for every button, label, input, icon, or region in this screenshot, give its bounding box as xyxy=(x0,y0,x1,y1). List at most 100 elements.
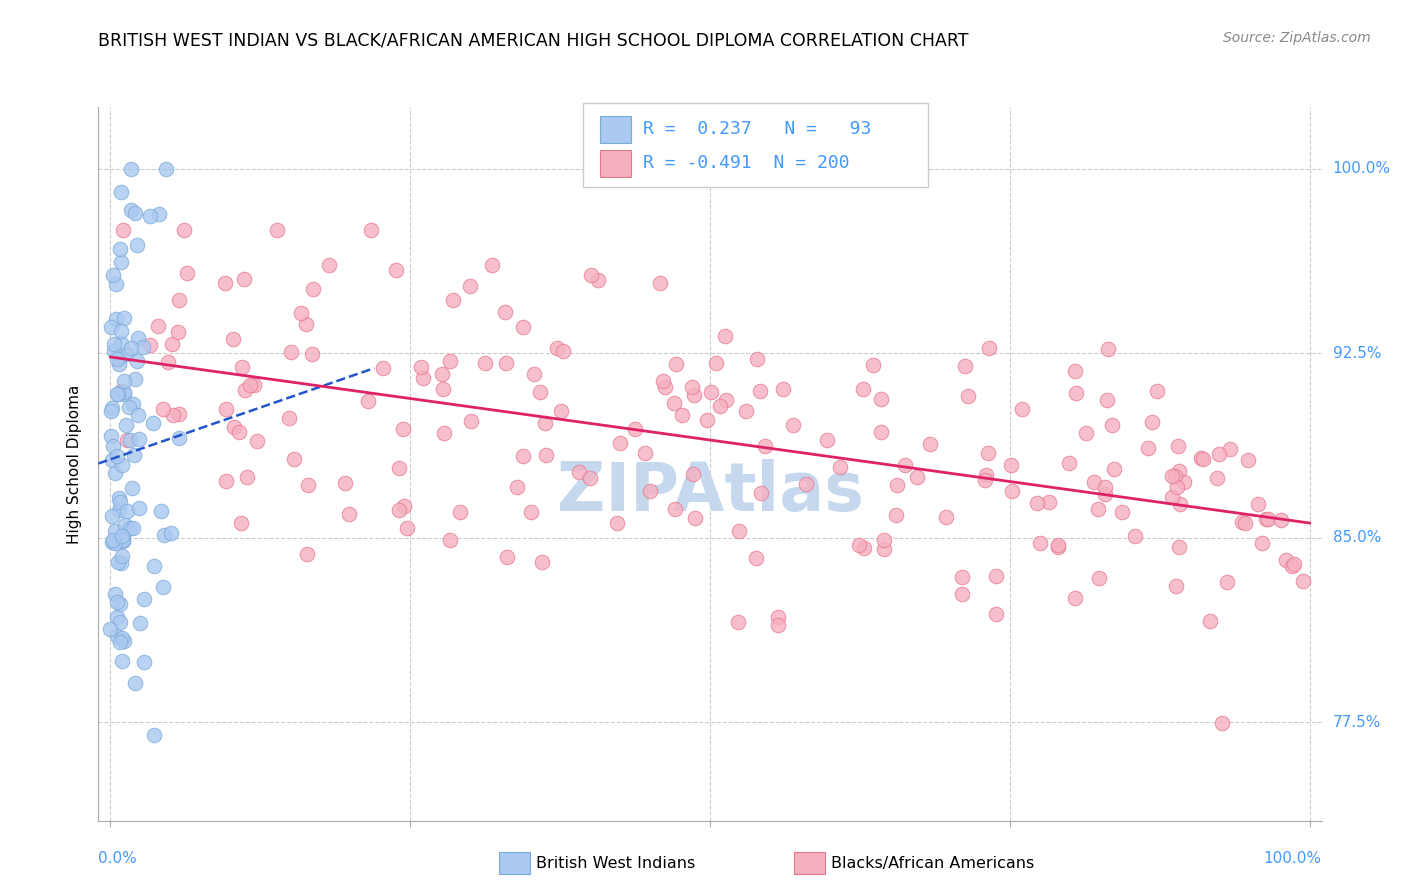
Point xyxy=(648,276,671,290)
Point xyxy=(124,372,146,386)
Point xyxy=(117,400,139,414)
Point xyxy=(280,345,302,359)
Point xyxy=(727,615,749,629)
Point xyxy=(1282,558,1305,572)
Point xyxy=(108,635,131,649)
Point xyxy=(148,207,170,221)
Point xyxy=(973,473,995,487)
Point xyxy=(579,268,602,282)
Point xyxy=(654,380,676,394)
Point xyxy=(125,353,148,368)
Point xyxy=(112,223,135,237)
Point xyxy=(918,437,941,451)
Point xyxy=(1123,529,1146,543)
Point xyxy=(110,458,132,473)
Point xyxy=(107,555,129,569)
Point xyxy=(1270,513,1292,527)
Point xyxy=(115,434,138,448)
Point xyxy=(1166,480,1188,494)
Point xyxy=(460,414,482,428)
Text: Source: ZipAtlas.com: Source: ZipAtlas.com xyxy=(1223,31,1371,45)
Point xyxy=(107,450,129,464)
Point xyxy=(142,416,165,430)
Point xyxy=(318,259,340,273)
Point xyxy=(1064,364,1087,378)
Point xyxy=(439,354,461,368)
Point xyxy=(114,417,136,432)
Point xyxy=(512,320,534,334)
Point xyxy=(110,556,132,570)
Point xyxy=(231,359,253,374)
Point xyxy=(1102,462,1125,476)
Point xyxy=(664,501,686,516)
Point xyxy=(633,446,655,460)
Text: 0.0%: 0.0% xyxy=(98,851,138,866)
Point xyxy=(1111,505,1133,519)
Point xyxy=(1192,451,1215,466)
Point xyxy=(105,629,128,643)
Point xyxy=(108,351,131,365)
Point xyxy=(239,378,262,392)
Point xyxy=(533,416,555,430)
Point xyxy=(748,384,770,398)
Point xyxy=(586,273,609,287)
Point xyxy=(392,422,415,436)
Point xyxy=(107,503,129,517)
Point xyxy=(120,434,142,448)
Point xyxy=(297,478,319,492)
Point xyxy=(101,533,124,548)
Point xyxy=(118,521,141,535)
Point xyxy=(111,534,134,549)
Point xyxy=(1215,575,1237,590)
Point xyxy=(1256,511,1278,525)
Point xyxy=(110,255,132,269)
Point xyxy=(101,268,124,282)
Point xyxy=(302,282,325,296)
Point xyxy=(100,401,122,415)
Point xyxy=(107,491,129,506)
Point xyxy=(714,392,737,407)
Point xyxy=(1168,540,1191,554)
Text: Blacks/African Americans: Blacks/African Americans xyxy=(831,856,1035,871)
Point xyxy=(1087,502,1109,516)
Point xyxy=(105,277,128,291)
Point xyxy=(578,471,600,485)
Point xyxy=(1251,536,1274,550)
Point xyxy=(396,521,419,535)
Point xyxy=(142,728,165,742)
Point xyxy=(651,374,673,388)
Point xyxy=(100,320,122,334)
Point xyxy=(124,206,146,220)
Point xyxy=(385,263,408,277)
Text: R =  0.237   N =   93: R = 0.237 N = 93 xyxy=(643,120,870,138)
Point xyxy=(700,384,723,399)
Point xyxy=(228,425,250,439)
Point xyxy=(754,438,776,452)
Point xyxy=(950,587,973,601)
Point xyxy=(1001,484,1024,499)
Point xyxy=(243,378,266,392)
Point xyxy=(132,656,155,670)
Point xyxy=(103,587,125,601)
Point xyxy=(301,347,323,361)
Point xyxy=(714,328,737,343)
Point xyxy=(127,237,149,252)
Point xyxy=(153,528,176,542)
Point xyxy=(159,525,181,540)
Point xyxy=(233,383,256,397)
Point xyxy=(246,434,269,449)
Point xyxy=(886,478,908,492)
Text: ZIPAtlas: ZIPAtlas xyxy=(557,459,863,525)
Point xyxy=(1140,415,1163,429)
Point xyxy=(772,382,794,396)
Point xyxy=(1219,442,1241,456)
Point xyxy=(111,533,134,547)
Point xyxy=(111,549,134,563)
Point xyxy=(110,324,132,338)
Point xyxy=(148,318,170,333)
Point xyxy=(1087,571,1109,585)
Point xyxy=(1164,579,1187,593)
Point xyxy=(214,475,236,489)
Point xyxy=(100,403,122,417)
Point xyxy=(696,413,718,427)
